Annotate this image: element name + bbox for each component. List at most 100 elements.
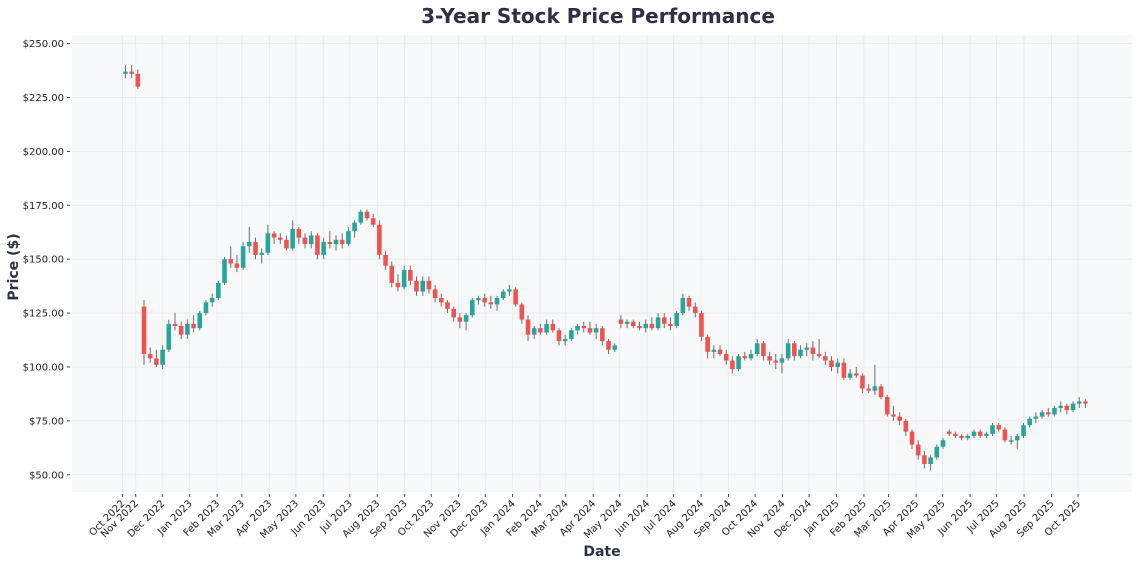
candle-body-up — [160, 349, 165, 365]
candle — [352, 220, 357, 238]
candle-body-up — [259, 252, 264, 255]
candle — [872, 364, 878, 395]
candle — [209, 293, 215, 307]
candle — [767, 351, 772, 365]
candle-body-down — [284, 239, 289, 249]
candle — [327, 231, 333, 249]
candle-body-up — [1039, 412, 1045, 417]
candle — [915, 440, 921, 460]
candle-body-down — [389, 265, 395, 283]
candle-body-down — [457, 317, 463, 322]
candle-body-up — [562, 338, 568, 342]
candle — [742, 351, 748, 361]
candle-body-down — [761, 343, 766, 357]
candle-body-up — [358, 211, 364, 223]
candle — [123, 65, 128, 79]
candle — [284, 235, 289, 251]
candle-body-down — [172, 323, 178, 327]
candle-body-down — [866, 388, 871, 391]
candle — [445, 300, 450, 314]
candle-body-up — [352, 222, 357, 232]
candle-body-down — [915, 444, 921, 456]
candle-body-down — [147, 354, 153, 359]
candle — [600, 326, 605, 346]
candle — [569, 328, 574, 342]
candle-body-down — [959, 435, 964, 439]
candle-body-up — [965, 435, 971, 439]
candle — [1015, 433, 1020, 449]
candle-body-down — [922, 455, 927, 464]
candle — [339, 233, 345, 249]
y-tick-label: $175.00 — [23, 201, 64, 212]
candle-body-down — [668, 323, 673, 327]
candle — [761, 341, 766, 361]
candle — [271, 231, 277, 245]
candle — [618, 315, 624, 329]
candle-body-up — [333, 239, 339, 245]
candle — [699, 310, 704, 342]
candle-body-down — [692, 306, 698, 314]
candle — [333, 235, 339, 251]
candle-body-down — [705, 336, 710, 352]
candle-body-down — [637, 326, 642, 329]
candle — [655, 313, 661, 331]
candle — [971, 429, 977, 439]
candle — [160, 345, 165, 370]
grid — [72, 35, 1132, 492]
candle — [408, 265, 413, 286]
candle-body-up — [1021, 425, 1026, 436]
candle-body-down — [1083, 401, 1088, 404]
candle-body-up — [736, 356, 741, 370]
y-tick-label: $250.00 — [23, 39, 64, 50]
candle — [581, 321, 587, 333]
candle — [1021, 423, 1026, 439]
candle — [711, 345, 717, 359]
candle-body-down — [903, 420, 909, 432]
candle-body-down — [829, 360, 834, 367]
candle — [463, 313, 469, 331]
candle-body-down — [414, 280, 419, 292]
candle-body-down — [370, 218, 376, 225]
candle — [488, 295, 494, 309]
candle — [383, 250, 388, 270]
candle — [315, 233, 320, 260]
candle — [779, 354, 785, 374]
candle — [928, 455, 933, 471]
candle — [129, 65, 134, 79]
candle-body-down — [228, 259, 234, 264]
candle — [234, 254, 240, 273]
candle-body-down — [315, 235, 320, 255]
candle — [377, 220, 382, 260]
candle — [1076, 397, 1082, 408]
candle-body-up — [544, 323, 549, 333]
candle-body-up — [476, 297, 481, 301]
candle — [469, 297, 475, 318]
candle — [141, 300, 147, 365]
candle — [519, 302, 525, 324]
candle-body-down — [395, 282, 401, 288]
candle — [1083, 399, 1088, 408]
candle — [172, 313, 178, 331]
candle-body-down — [277, 237, 283, 240]
candle — [439, 293, 444, 307]
candle — [798, 345, 803, 359]
candle — [1045, 407, 1051, 417]
y-tick-label: $75.00 — [29, 416, 64, 427]
candle-body-down — [884, 397, 890, 415]
candle-body-up — [569, 330, 574, 339]
candle-body-up — [123, 71, 128, 74]
candle — [903, 418, 909, 436]
candle — [829, 356, 834, 372]
candle — [482, 293, 487, 307]
candle-body-up — [612, 345, 618, 350]
candle-body-up — [711, 349, 717, 352]
candle — [346, 226, 351, 247]
candle — [389, 261, 395, 288]
candle-body-down — [482, 297, 487, 303]
candle — [191, 315, 196, 333]
candle — [531, 326, 537, 339]
candle-body-down — [296, 229, 302, 238]
candle-body-up — [247, 241, 252, 247]
candle — [705, 334, 710, 359]
